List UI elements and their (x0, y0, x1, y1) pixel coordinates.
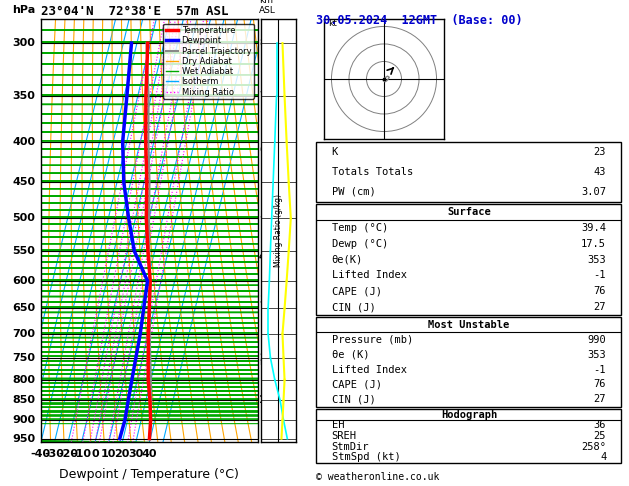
Text: 950: 950 (13, 434, 35, 444)
Text: 43: 43 (594, 167, 606, 177)
Text: 20: 20 (114, 449, 130, 459)
Text: 800: 800 (13, 375, 35, 385)
Text: 900: 900 (13, 415, 35, 425)
Text: kt: kt (328, 19, 337, 29)
Text: 650: 650 (13, 303, 35, 313)
Text: PW (cm): PW (cm) (331, 187, 376, 197)
Text: 17.5: 17.5 (581, 239, 606, 249)
Text: -30: -30 (45, 449, 64, 459)
Text: Dewpoint / Temperature (°C): Dewpoint / Temperature (°C) (60, 468, 239, 481)
Text: © weatheronline.co.uk: © weatheronline.co.uk (316, 472, 440, 482)
Text: Totals Totals: Totals Totals (331, 167, 413, 177)
Text: 39.4: 39.4 (581, 223, 606, 233)
Text: 500: 500 (13, 213, 35, 224)
Text: 350: 350 (13, 91, 35, 101)
Text: 40: 40 (142, 449, 157, 459)
Text: 0: 0 (91, 449, 99, 459)
Text: 4: 4 (259, 252, 265, 262)
Text: 353: 353 (587, 255, 606, 264)
Text: -40: -40 (31, 449, 51, 459)
Text: CIN (J): CIN (J) (331, 394, 376, 404)
Text: -10: -10 (72, 449, 92, 459)
Text: 7: 7 (259, 91, 265, 101)
Text: 3: 3 (259, 295, 265, 305)
Text: 1: 1 (259, 396, 265, 405)
Text: θe (K): θe (K) (331, 349, 369, 360)
Text: LCL: LCL (259, 358, 276, 366)
Text: Lifted Index: Lifted Index (331, 364, 406, 375)
Text: 27: 27 (594, 302, 606, 312)
Text: 36: 36 (594, 420, 606, 430)
Text: Temp (°C): Temp (°C) (331, 223, 388, 233)
Text: 750: 750 (13, 352, 35, 363)
Text: 300: 300 (13, 38, 35, 48)
Text: Dewp (°C): Dewp (°C) (331, 239, 388, 249)
Text: 4: 4 (600, 452, 606, 462)
Text: SREH: SREH (331, 431, 357, 441)
Text: CAPE (J): CAPE (J) (331, 380, 382, 389)
Text: StmDir: StmDir (331, 442, 369, 451)
Text: CIN (J): CIN (J) (331, 302, 376, 312)
Text: 5: 5 (259, 210, 265, 220)
Text: CAPE (J): CAPE (J) (331, 286, 382, 296)
Text: 10: 10 (101, 449, 116, 459)
Text: hPa: hPa (12, 5, 35, 15)
Text: 6: 6 (259, 145, 265, 156)
Text: 23: 23 (594, 147, 606, 157)
Text: 76: 76 (594, 286, 606, 296)
Text: 600: 600 (13, 276, 35, 286)
Text: Mixing Ratio (g/kg): Mixing Ratio (g/kg) (274, 194, 283, 267)
Text: Surface: Surface (447, 207, 491, 217)
Text: K: K (331, 147, 338, 157)
Text: -20: -20 (58, 449, 78, 459)
Text: km
ASL: km ASL (259, 0, 276, 15)
Text: -1: -1 (594, 364, 606, 375)
Text: 23°04'N  72°38'E  57m ASL: 23°04'N 72°38'E 57m ASL (41, 5, 228, 18)
Text: 400: 400 (13, 137, 35, 147)
Legend: Temperature, Dewpoint, Parcel Trajectory, Dry Adiabat, Wet Adiabat, Isotherm, Mi: Temperature, Dewpoint, Parcel Trajectory… (164, 24, 253, 99)
Text: Most Unstable: Most Unstable (428, 320, 509, 330)
Text: EH: EH (331, 420, 344, 430)
Text: 353: 353 (587, 349, 606, 360)
Text: 2: 2 (259, 352, 265, 363)
Text: Hodograph: Hodograph (441, 410, 497, 419)
Text: 700: 700 (13, 329, 35, 339)
Text: 27: 27 (594, 394, 606, 404)
Text: 76: 76 (594, 380, 606, 389)
Text: 450: 450 (13, 177, 35, 187)
Text: 30.05.2024  12GMT  (Base: 00): 30.05.2024 12GMT (Base: 00) (316, 14, 522, 27)
Text: 990: 990 (587, 335, 606, 345)
Text: 3.07: 3.07 (581, 187, 606, 197)
Text: 8: 8 (259, 38, 266, 48)
Text: 258°: 258° (581, 442, 606, 451)
Text: StmSpd (kt): StmSpd (kt) (331, 452, 401, 462)
Text: Pressure (mb): Pressure (mb) (331, 335, 413, 345)
Text: 550: 550 (13, 246, 35, 256)
Text: -1: -1 (594, 270, 606, 280)
Text: 25: 25 (594, 431, 606, 441)
Text: θe(K): θe(K) (331, 255, 363, 264)
Text: 850: 850 (13, 396, 35, 405)
Text: Lifted Index: Lifted Index (331, 270, 406, 280)
Text: 30: 30 (128, 449, 143, 459)
